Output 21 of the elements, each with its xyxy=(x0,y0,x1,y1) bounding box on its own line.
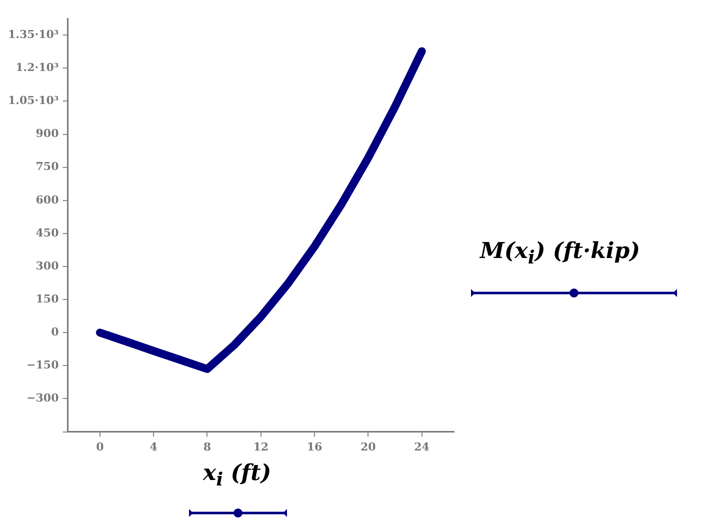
x-tick-label: 20 xyxy=(360,440,376,454)
y-tick-label: 900 xyxy=(36,127,60,140)
x-tick-label: 0 xyxy=(96,440,104,454)
y-tick-label: 0 xyxy=(51,325,60,338)
y-tick-label: 750 xyxy=(36,160,60,174)
y-tick-label: −300 xyxy=(26,392,60,405)
y-axis-title: M(x$_{i}$) (ft·kip) xyxy=(480,238,640,268)
y-tick-label: 300 xyxy=(36,259,60,272)
x-tick-label: 4 xyxy=(150,440,158,454)
y-tick-label: −150 xyxy=(26,358,60,372)
x-axis-title: x$_{i}$ (ft) xyxy=(203,460,272,490)
y-tick-label: 600 xyxy=(36,193,60,206)
y-tick-label: 1.35·10³ xyxy=(8,28,59,41)
y-tick-label: 1.2·10³ xyxy=(16,61,59,74)
y-tick-label: 150 xyxy=(36,292,60,306)
x-tick-label: 8 xyxy=(203,440,212,454)
x-tick-label: 12 xyxy=(253,440,269,454)
x-tick-label: 24 xyxy=(414,440,430,454)
y-tick-label: 1.05·10³ xyxy=(8,94,59,108)
y-tick-label: 450 xyxy=(36,226,60,240)
x-tick-label: 16 xyxy=(306,440,323,454)
